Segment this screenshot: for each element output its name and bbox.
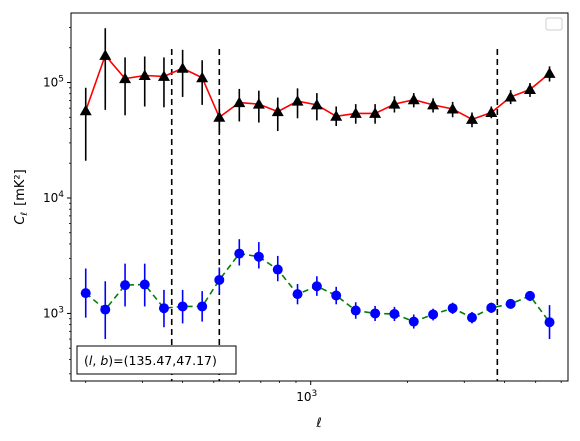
data-point-circle xyxy=(370,308,381,319)
y-tick-label: 103 xyxy=(43,305,64,320)
data-point-triangle xyxy=(252,98,265,109)
data-point-triangle xyxy=(119,72,132,84)
data-point-triangle xyxy=(369,107,382,118)
data-point-circle xyxy=(544,317,555,328)
data-point-triangle xyxy=(504,90,517,102)
data-point-triangle xyxy=(388,98,401,109)
annotation-box: (l, b)=(135.47,47.17) xyxy=(76,345,237,375)
data-point-triangle xyxy=(465,113,478,124)
data-point-circle xyxy=(331,290,342,301)
data-point-circle xyxy=(253,251,264,262)
data-point-circle xyxy=(428,309,439,320)
data-point-circle xyxy=(447,303,458,314)
data-point-triangle xyxy=(485,106,498,117)
series-group xyxy=(79,28,556,340)
data-point-triangle xyxy=(310,98,323,110)
data-point-circle xyxy=(505,298,516,309)
data-point-circle xyxy=(486,302,497,313)
data-point-circle xyxy=(350,305,361,316)
data-point-triangle xyxy=(330,110,343,121)
data-point-triangle xyxy=(176,62,189,73)
y-axis-label-unit: [mK²] xyxy=(13,169,28,206)
data-point-triangle xyxy=(407,93,420,105)
data-point-circle xyxy=(234,248,245,259)
annotation-frame xyxy=(76,345,237,375)
data-point-circle xyxy=(408,316,419,327)
data-point-triangle xyxy=(233,96,246,108)
data-point-triangle xyxy=(79,104,92,116)
data-point-triangle xyxy=(99,49,112,60)
y-axis-label-main: C xyxy=(13,215,28,225)
legend-box xyxy=(545,17,563,31)
axis-ticks-group: 103 104 105 103 xyxy=(43,27,562,404)
data-point-circle xyxy=(139,279,150,290)
y-tick-label: 104 xyxy=(43,190,64,205)
data-point-triangle xyxy=(543,67,556,78)
data-point-triangle xyxy=(157,70,170,81)
data-point-circle xyxy=(389,308,400,319)
annotation-text: (l, b)=(135.47,47.17) xyxy=(84,353,217,368)
data-point-triangle xyxy=(523,83,536,95)
data-point-triangle xyxy=(213,111,226,122)
y-tick-label: 105 xyxy=(43,75,64,90)
data-point-circle xyxy=(214,274,225,285)
data-point-triangle xyxy=(349,107,362,118)
data-point-circle xyxy=(120,280,131,291)
data-point-circle xyxy=(80,288,91,299)
data-point-triangle xyxy=(196,71,209,83)
x-axis-label: ℓ xyxy=(315,416,321,431)
data-point-circle xyxy=(466,312,477,323)
data-point-circle xyxy=(197,301,208,312)
plot-frame xyxy=(70,12,569,382)
x-tick-label: 103 xyxy=(296,389,317,404)
y-axis-label-sub: ℓ xyxy=(20,212,30,217)
data-point-circle xyxy=(177,301,188,312)
data-point-triangle xyxy=(291,95,304,106)
data-point-circle xyxy=(524,290,535,301)
data-point-triangle xyxy=(446,102,459,114)
data-point-circle xyxy=(292,289,303,300)
data-point-circle xyxy=(100,304,111,315)
data-point-triangle xyxy=(427,98,440,110)
data-point-circle xyxy=(158,303,169,314)
y-axis-label: Cℓ [mK²] xyxy=(13,169,30,224)
data-point-triangle xyxy=(138,69,151,81)
data-point-triangle xyxy=(271,105,284,117)
svg-text:Cℓ[mK²]: Cℓ [mK²] xyxy=(13,169,30,224)
data-point-circle xyxy=(311,281,322,292)
data-point-circle xyxy=(272,264,283,275)
